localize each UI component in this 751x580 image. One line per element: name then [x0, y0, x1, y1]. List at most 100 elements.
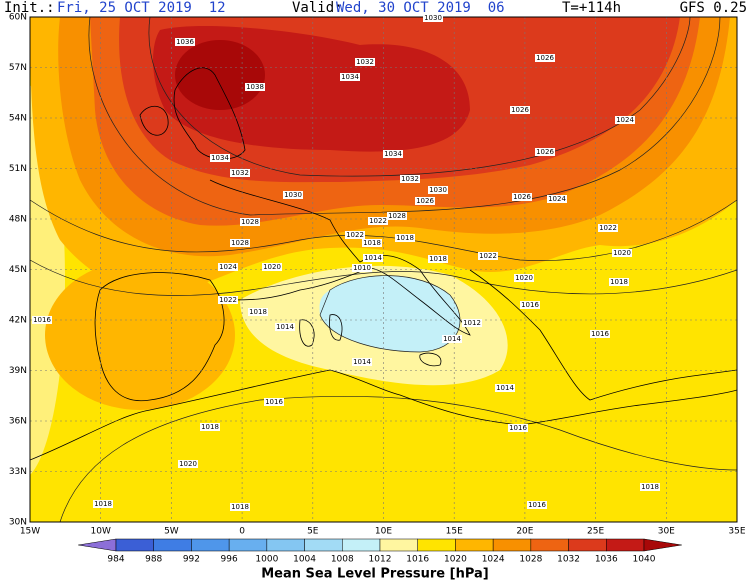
isobar-label-bg — [218, 296, 238, 304]
isobar-label: 1038 — [246, 83, 264, 91]
isobar-label-bg — [262, 263, 282, 271]
isobar-label-bg — [640, 483, 660, 491]
isobar-label-bg — [248, 308, 268, 316]
isobar-label: 1026 — [536, 54, 554, 62]
lon-tick-label: 10E — [375, 527, 392, 537]
lat-tick-label: 33N — [9, 467, 27, 477]
isobar-label: 1034 — [341, 73, 359, 81]
isobar-label: 1014 — [496, 384, 514, 392]
isobar-label: 1022 — [219, 296, 237, 304]
isobar-label: 1022 — [479, 252, 497, 260]
isobar-label-bg — [240, 218, 260, 226]
isobar-label: 1022 — [369, 217, 387, 225]
lat-tick-label: 54N — [9, 114, 27, 124]
colorbar-segment — [228, 538, 268, 552]
isobar-label: 1016 — [521, 301, 539, 309]
lat-tick-label: 60N — [9, 13, 27, 23]
isobar-label-bg — [598, 224, 618, 232]
isobar-label-bg — [462, 319, 482, 327]
isobar-label-bg — [355, 58, 375, 66]
isobar-label-bg — [275, 323, 295, 331]
isobar-label: 1034 — [211, 154, 229, 162]
lon-tick-label: 15W — [20, 527, 40, 537]
init-label: Init.: — [4, 0, 55, 16]
lat-tick-label: 48N — [9, 215, 27, 225]
lat-tick-label: 57N — [9, 63, 27, 73]
isobar-label: 1016 — [528, 501, 546, 509]
isobar-label: 1030 — [424, 14, 442, 22]
isobar-label-bg — [400, 175, 420, 183]
colorbar-tick-label: 984 — [107, 555, 124, 565]
isobar-label: 1016 — [265, 398, 283, 406]
isobar-label: 1018 — [610, 278, 628, 286]
isobar-label: 1024 — [219, 263, 237, 271]
lon-tick-label: 10W — [91, 527, 111, 537]
colorbar-tick-label: 988 — [145, 555, 162, 565]
colorbar-segment — [530, 538, 569, 552]
isobar-label-bg — [415, 197, 435, 205]
isobar-label: 1014 — [353, 358, 371, 366]
isobar-label-bg — [609, 278, 629, 286]
lon-tick-label: 5E — [307, 527, 319, 537]
colorbar-segment — [342, 538, 381, 552]
isobar-label: 1034 — [384, 150, 402, 158]
isobar-label: 1016 — [33, 316, 51, 324]
colorbar-tick-label: 1040 — [633, 555, 656, 565]
isobar-label-bg — [508, 424, 528, 432]
isobar-label: 1026 — [416, 197, 434, 205]
isobar-label: 1026 — [513, 193, 531, 201]
lat-tick-label: 51N — [9, 164, 27, 174]
colorbar-tick-label: 1036 — [595, 555, 618, 565]
colorbar-tick-label: 996 — [221, 555, 238, 565]
isobar-label-bg — [527, 501, 547, 509]
colorbar-segment — [492, 538, 532, 552]
isobar-label-bg — [428, 186, 448, 194]
isobar-label-bg — [200, 423, 220, 431]
isobar-label-bg — [245, 83, 265, 91]
isobar-label-bg — [32, 316, 52, 324]
isobar-label-bg — [615, 116, 635, 124]
isobar-label-bg — [264, 398, 284, 406]
isobar-label: 1018 — [231, 503, 249, 511]
isobar-label-bg — [352, 358, 372, 366]
model-name: GFS 0.25 — [680, 0, 747, 16]
isobar-label: 1010 — [353, 264, 371, 272]
colorbar: 984 988 992 996 1000 1004 1008 1012 1016 1020 1024… — [78, 538, 682, 565]
isobar-label: 1018 — [641, 483, 659, 491]
colorbar-tick-label: 1016 — [406, 555, 429, 565]
colorbar-segment — [606, 538, 645, 552]
isobar-label-bg — [363, 254, 383, 262]
lat-tick-label: 36N — [9, 417, 27, 427]
isobar-label-bg — [210, 154, 230, 162]
isobar-label: 1018 — [94, 500, 112, 508]
isobar-label-bg — [547, 195, 567, 203]
isobar-label: 1028 — [231, 239, 249, 247]
colorbar-segment — [266, 538, 305, 552]
isobar-label: 1032 — [231, 169, 249, 177]
colorbar-segment — [191, 538, 230, 552]
isobar-label-bg — [362, 239, 382, 247]
colorbar-tick-label: 1000 — [255, 555, 278, 565]
colorbar-tick-label: 1028 — [519, 555, 542, 565]
colorbar-arrow-high — [643, 538, 682, 552]
isobar-label-bg — [345, 231, 365, 239]
lon-tick-label: 25E — [587, 527, 604, 537]
isobar-label-bg — [175, 38, 195, 46]
isobar-label-bg — [340, 73, 360, 81]
lon-tick-label: 5W — [164, 527, 179, 537]
lat-tick-label: 30N — [9, 518, 27, 528]
isobar-label: 1024 — [548, 195, 566, 203]
isobar-label: 1030 — [284, 191, 302, 199]
valid-label: Valid: — [292, 0, 343, 16]
isobar-label: 1028 — [241, 218, 259, 226]
isobar-label: 1014 — [364, 254, 382, 262]
lat-tick-label: 39N — [9, 366, 27, 376]
lon-tick-label: 30E — [658, 527, 675, 537]
isobar-label-bg — [512, 193, 532, 201]
colorbar-segment — [379, 538, 418, 552]
isobar-label-bg — [423, 14, 443, 22]
colorbar-tick-label: 1032 — [557, 555, 580, 565]
isobar-label-bg — [442, 335, 462, 343]
isobar-label: 1032 — [356, 58, 374, 66]
